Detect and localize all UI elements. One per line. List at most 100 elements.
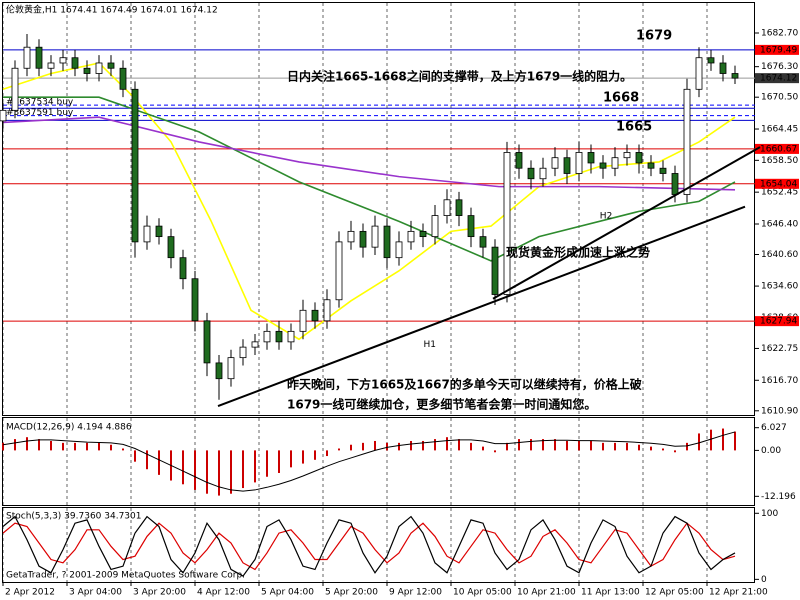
stoch-main	[2, 515, 736, 577]
trend-label: H1	[424, 340, 437, 350]
level-label: #3637534 buy	[6, 98, 74, 108]
macd-bar	[110, 444, 112, 451]
macd-bar	[494, 450, 496, 453]
x-tick-label: 5 Apr 20:00	[325, 588, 378, 598]
macd-signal	[2, 431, 736, 492]
y-tick-label: 1664.45	[761, 125, 798, 135]
candle-body	[215, 362, 223, 380]
macd-bar	[206, 450, 208, 494]
annotation: 日内关注1665-1668之间的支撑带，及上方1679一线的阻力。	[287, 69, 632, 84]
candle-body	[455, 199, 463, 216]
candle-body	[23, 46, 31, 69]
macd-bar	[14, 439, 16, 451]
price-tag-label: 1660.67	[760, 144, 797, 154]
stoch-panel	[2, 507, 755, 583]
macd-panel	[2, 417, 755, 506]
candle-body	[719, 62, 727, 74]
chart-title: 伦敦黄金,H1 1674.41 1674.49 1674.01 1674.12	[6, 4, 218, 16]
candle-body	[383, 225, 391, 259]
macd-bar	[326, 450, 328, 457]
candle-body	[671, 173, 679, 195]
price-tag	[755, 178, 799, 189]
x-tick-label: 12 Apr 05:00	[645, 588, 704, 598]
price-tag-label: 1627.94	[760, 317, 797, 327]
y-tick-label: 1616.70	[761, 376, 798, 386]
y-tick-label: 100	[761, 509, 778, 519]
candle-body	[191, 278, 199, 322]
candle-body	[167, 236, 175, 259]
macd-bar	[26, 437, 28, 451]
candle-body	[227, 357, 235, 380]
candle-body	[575, 152, 583, 174]
candle-body	[239, 346, 247, 359]
macd-bar	[218, 450, 220, 496]
macd-bar	[86, 442, 88, 451]
trend-line	[492, 146, 761, 300]
y-tick-label: 1646.40	[761, 219, 798, 229]
y-tick-label: 1640.60	[761, 250, 798, 260]
macd-bar	[662, 448, 664, 451]
macd-bar	[122, 448, 124, 451]
macd-bar	[554, 439, 556, 451]
macd-bar	[62, 442, 64, 451]
macd-bar	[38, 439, 40, 451]
candle-body	[323, 299, 331, 322]
candle-body	[659, 167, 667, 174]
candle-body	[299, 309, 307, 332]
macd-bar	[182, 450, 184, 485]
macd-title: MACD(12,26,9) 4.194 4.886	[6, 423, 132, 433]
candle-body	[359, 230, 367, 248]
candle-body	[155, 225, 163, 238]
macd-bar	[74, 442, 76, 451]
macd-bar	[446, 437, 448, 451]
x-tick-label: 12 Apr 21:00	[709, 588, 768, 598]
x-tick-label: 5 Apr 04:00	[261, 588, 314, 598]
candle-body	[587, 152, 595, 164]
level-note: 1665	[616, 120, 652, 135]
candle-body	[443, 199, 451, 216]
y-tick-label: 1658.50	[761, 156, 798, 166]
macd-bar	[506, 442, 508, 451]
candle-body	[311, 309, 319, 322]
price-tag	[755, 73, 799, 84]
macd-bar	[530, 439, 532, 451]
macd-bar	[50, 440, 52, 451]
macd-bar	[302, 450, 304, 464]
y-tick-label: 1610.90	[761, 406, 798, 416]
footer: GetaTrader, ? 2001-2009 MetaQuotes Softw…	[6, 571, 245, 581]
candle-body	[95, 62, 103, 74]
candle-body	[0, 109, 7, 122]
candle-body	[479, 236, 487, 248]
y-tick-label: -12.196	[761, 492, 796, 502]
x-tick-label: 11 Apr 13:00	[581, 588, 640, 598]
price-tag-label: 1679.49	[760, 45, 797, 55]
plot-layer: 2 Apr 2012 3 Apr 04:00 3 Apr 20:00 4 Apr 12…	[0, 3, 799, 598]
level-note: 1668	[603, 91, 639, 106]
annotation: 昨天晚间，下方1665及1667的多单今天可以继续持有，价格上破	[287, 377, 642, 392]
trend-label: H2	[600, 212, 613, 222]
candle-body	[515, 152, 523, 169]
moving-average	[3, 96, 736, 262]
macd-bar	[590, 440, 592, 451]
macd-bar	[398, 442, 400, 451]
candle-body	[287, 330, 295, 343]
candle-body	[251, 341, 259, 348]
macd-bar	[290, 450, 292, 468]
candle-body	[275, 330, 283, 343]
candle-body	[527, 167, 535, 180]
macd-bar	[626, 442, 628, 451]
candle-body	[623, 152, 631, 159]
macd-bar	[422, 440, 424, 451]
y-tick-label: 6.027	[761, 423, 787, 433]
candle-body	[71, 57, 79, 69]
candle-body	[431, 215, 439, 238]
stoch-title: Stoch(5,3,3) 39.7360 34.7301	[6, 512, 141, 522]
candle-body	[59, 57, 67, 64]
candle-body	[551, 157, 559, 169]
y-tick-label: 0	[761, 575, 767, 585]
price-tag	[755, 143, 799, 154]
macd-bar	[266, 450, 268, 477]
candle-body	[347, 230, 355, 243]
